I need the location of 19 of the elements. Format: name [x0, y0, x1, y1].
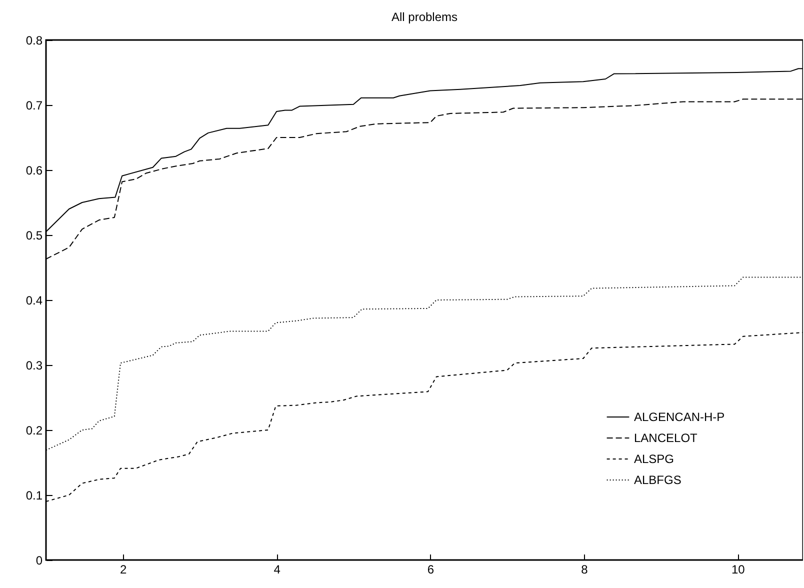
y-tick-label: 0.1 — [26, 488, 43, 502]
legend-label: ALSPG — [634, 452, 674, 466]
y-tick-label: 0.6 — [26, 164, 43, 178]
y-tick-label: 0.8 — [26, 34, 43, 48]
x-tick-label: 4 — [274, 562, 281, 576]
y-tick-label: 0.5 — [26, 228, 43, 242]
legend-label: ALBFGS — [634, 473, 682, 487]
x-tick-label: 10 — [731, 562, 746, 576]
legend-label: ALGENCAN-H-P — [634, 410, 725, 424]
x-tick-label: 2 — [120, 562, 128, 576]
legend-label: LANCELOT — [634, 431, 698, 445]
y-tick-label: 0 — [36, 554, 43, 568]
chart-title: All problems — [391, 10, 458, 24]
x-tick-label: 6 — [427, 562, 434, 576]
y-tick-label: 0.2 — [26, 424, 43, 438]
x-tick-label: 8 — [581, 562, 588, 576]
y-tick-label: 0.3 — [26, 358, 43, 372]
y-tick-label: 0.4 — [26, 294, 43, 308]
y-tick-label: 0.7 — [26, 98, 43, 112]
